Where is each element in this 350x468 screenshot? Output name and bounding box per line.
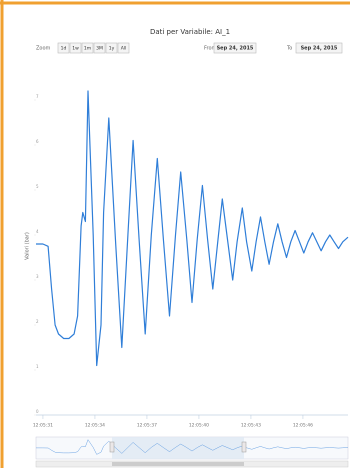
zoom-button[interactable] bbox=[117, 42, 130, 54]
from-label: From bbox=[204, 46, 217, 52]
zoom-label: Zoom bbox=[36, 46, 51, 52]
zoom-button-label: 1w bbox=[72, 46, 79, 52]
to-input[interactable] bbox=[295, 42, 343, 54]
y-tick-label: 5 bbox=[36, 184, 39, 189]
zoom-button-label: 1m bbox=[84, 46, 91, 52]
to-label: To bbox=[286, 46, 292, 52]
zoom-button[interactable] bbox=[69, 42, 82, 54]
y-tick-label: 3 bbox=[36, 274, 39, 279]
y-tick-label: 1 bbox=[36, 364, 39, 369]
zoom-button-label: All bbox=[121, 46, 127, 52]
y-tick-label: 7 bbox=[36, 94, 39, 99]
scrollbar-thumb[interactable] bbox=[112, 462, 244, 466]
y-tick-label: 2 bbox=[36, 319, 39, 324]
x-tick-label: 12:05:40 bbox=[189, 423, 209, 429]
navigator-handle[interactable] bbox=[109, 441, 115, 453]
navigator-handle[interactable] bbox=[241, 441, 247, 453]
y-tick-label: 6 bbox=[36, 139, 39, 144]
zoom-button[interactable] bbox=[57, 42, 70, 54]
zoom-button[interactable] bbox=[105, 42, 118, 54]
y-tick-label: 0 bbox=[36, 409, 39, 414]
y-axis-label: Valori (bar) bbox=[25, 232, 31, 260]
to-date: Sep 24, 2015 bbox=[301, 46, 338, 52]
x-tick-label: 12:05:46 bbox=[293, 423, 313, 429]
from-date: Sep 24, 2015 bbox=[217, 46, 254, 52]
x-tick-label: 12:05:34 bbox=[85, 423, 105, 429]
y-tick-label: 4 bbox=[36, 229, 39, 234]
zoom-button-label: 1d bbox=[61, 46, 67, 52]
data-line bbox=[36, 90, 349, 367]
zoom-button-label: 3M bbox=[96, 46, 103, 52]
zoom-button[interactable] bbox=[93, 42, 106, 54]
navigator-selection[interactable] bbox=[112, 437, 244, 459]
x-tick-label: 12:05:43 bbox=[241, 423, 261, 429]
x-tick-label: 12:05:37 bbox=[137, 423, 157, 429]
zoom-button-label: 1y bbox=[109, 46, 115, 52]
x-tick-label: 12:05:31 bbox=[33, 423, 53, 429]
from-input[interactable] bbox=[213, 42, 257, 54]
zoom-button[interactable] bbox=[81, 42, 94, 54]
chart-title: Dati per Variabile: AI_1 bbox=[150, 28, 230, 36]
navigator-line bbox=[36, 439, 349, 455]
